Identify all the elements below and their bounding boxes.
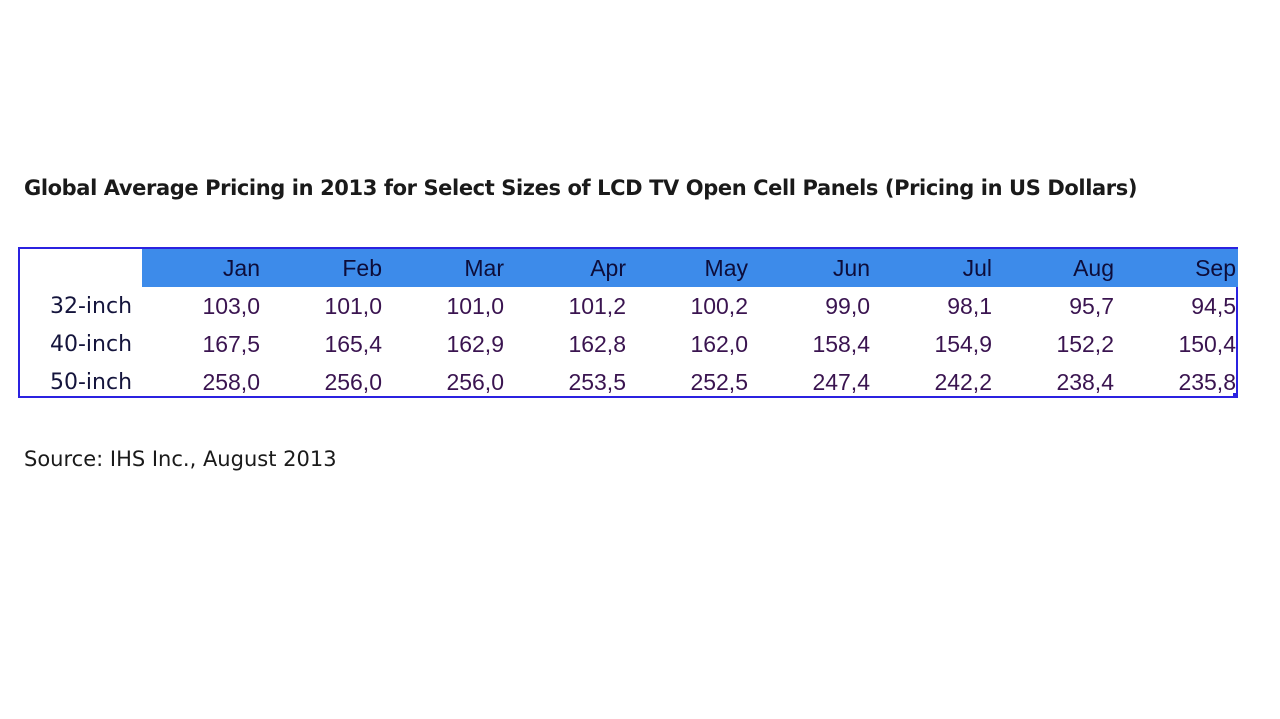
table-cell: 152,2 bbox=[1056, 331, 1114, 357]
table-title: Global Average Pricing in 2013 for Selec… bbox=[24, 176, 1138, 200]
month-header-band bbox=[142, 249, 1238, 287]
table-cell: 253,5 bbox=[568, 369, 626, 395]
table-cell: 252,5 bbox=[690, 369, 748, 395]
table-cell: 165,4 bbox=[324, 331, 382, 357]
table-cell: 150,4 bbox=[1178, 331, 1236, 357]
table-cell: 158,4 bbox=[812, 331, 870, 357]
column-header-jun: Jun bbox=[832, 255, 870, 281]
table-cell: 95,7 bbox=[1069, 293, 1114, 319]
row-label-50-inch: 50-inch bbox=[50, 370, 133, 395]
table-cell: 235,8 bbox=[1178, 369, 1236, 395]
table-cell: 154,9 bbox=[934, 331, 992, 357]
table-cell: 167,5 bbox=[202, 331, 260, 357]
column-header-aug: Aug bbox=[1073, 255, 1114, 281]
row-label-32-inch: 32-inch bbox=[50, 294, 133, 319]
column-header-may: May bbox=[704, 255, 748, 281]
column-header-apr: Apr bbox=[590, 255, 626, 281]
column-header-sep: Sep bbox=[1195, 255, 1236, 281]
table-cell: 94,5 bbox=[1191, 293, 1236, 319]
table-cell: 101,0 bbox=[324, 293, 382, 319]
table-cell: 162,9 bbox=[446, 331, 504, 357]
column-header-jul: Jul bbox=[962, 255, 992, 281]
table-resize-handle bbox=[1233, 393, 1238, 398]
table-cell: 103,0 bbox=[202, 293, 260, 319]
table-cell: 238,4 bbox=[1056, 369, 1114, 395]
table-cell: 162,8 bbox=[568, 331, 626, 357]
column-header-mar: Mar bbox=[464, 255, 504, 281]
row-label-40-inch: 40-inch bbox=[50, 332, 133, 357]
price-table: Jan Feb Mar Apr May Jun Jul Aug Sep 32-inch 103,0 1… bbox=[18, 247, 1238, 398]
table-cell: 247,4 bbox=[812, 369, 870, 395]
table-cell: 162,0 bbox=[690, 331, 748, 357]
table-cell: 101,0 bbox=[446, 293, 504, 319]
table-cell: 100,2 bbox=[690, 293, 748, 319]
table-cell: 101,2 bbox=[568, 293, 626, 319]
source-note: Source: IHS Inc., August 2013 bbox=[24, 447, 337, 471]
column-header-jan: Jan bbox=[222, 255, 260, 281]
table-cell: 99,0 bbox=[825, 293, 870, 319]
column-header-feb: Feb bbox=[342, 255, 382, 281]
table-cell: 258,0 bbox=[202, 369, 260, 395]
table-cell: 256,0 bbox=[446, 369, 504, 395]
table-cell: 98,1 bbox=[947, 293, 992, 319]
table-cell: 256,0 bbox=[324, 369, 382, 395]
table-cell: 242,2 bbox=[934, 369, 992, 395]
